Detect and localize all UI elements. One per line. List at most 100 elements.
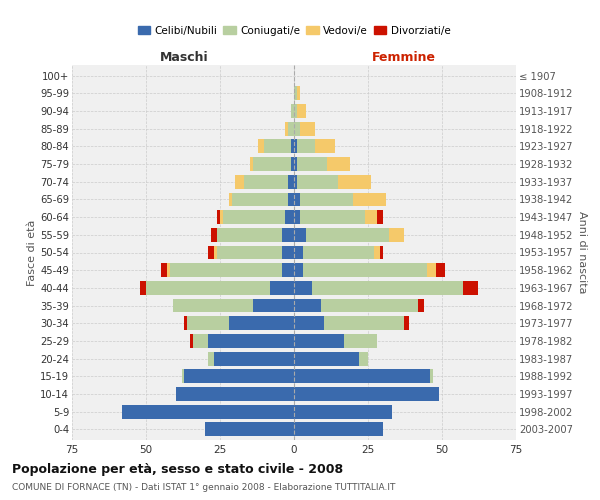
Bar	[184, 370, 294, 383]
Bar	[303, 246, 374, 260]
Text: COMUNE DI FORNACE (TN) - Dati ISTAT 1° gennaio 2008 - Elaborazione TUTTITALIA.IT: COMUNE DI FORNACE (TN) - Dati ISTAT 1° g…	[12, 482, 395, 492]
Bar	[244, 175, 288, 188]
Bar	[235, 175, 244, 188]
Bar	[223, 210, 285, 224]
Bar	[214, 246, 217, 260]
Bar	[359, 352, 368, 366]
Bar	[353, 192, 386, 206]
Bar	[374, 246, 380, 260]
Bar	[320, 298, 418, 312]
Bar	[297, 175, 338, 188]
Text: Popolazione per età, sesso e stato civile - 2008: Popolazione per età, sesso e stato civil…	[12, 462, 343, 475]
Bar	[253, 298, 294, 312]
Bar	[297, 86, 300, 100]
Bar	[271, 281, 294, 295]
Bar	[250, 157, 253, 171]
Bar	[285, 210, 294, 224]
Bar	[294, 140, 297, 153]
Bar	[377, 210, 383, 224]
Bar	[288, 192, 294, 206]
Bar	[300, 210, 365, 224]
Bar	[344, 334, 377, 348]
Bar	[294, 387, 439, 401]
Bar	[294, 104, 297, 118]
Bar	[146, 281, 271, 295]
Bar	[294, 422, 383, 436]
Text: Femmine: Femmine	[371, 51, 436, 64]
Bar	[294, 352, 359, 366]
Bar	[291, 157, 294, 171]
Bar	[217, 210, 220, 224]
Bar	[140, 281, 146, 295]
Bar	[294, 246, 303, 260]
Bar	[282, 246, 294, 260]
Bar	[182, 370, 184, 383]
Bar	[404, 316, 409, 330]
Bar	[170, 264, 282, 277]
Bar	[294, 334, 344, 348]
Bar	[418, 298, 424, 312]
Bar	[297, 104, 306, 118]
Bar	[285, 122, 288, 136]
Bar	[294, 281, 312, 295]
Bar	[176, 387, 294, 401]
Bar	[265, 140, 291, 153]
Bar	[380, 246, 383, 260]
Bar	[294, 405, 392, 418]
Bar	[208, 352, 214, 366]
Bar	[217, 246, 282, 260]
Bar	[294, 316, 323, 330]
Bar	[323, 316, 404, 330]
Bar	[205, 422, 294, 436]
Y-axis label: Anni di nascita: Anni di nascita	[577, 211, 587, 294]
Bar	[208, 334, 294, 348]
Bar	[430, 370, 433, 383]
Bar	[291, 140, 294, 153]
Bar	[294, 370, 430, 383]
Bar	[294, 86, 297, 100]
Bar	[294, 210, 300, 224]
Bar	[190, 334, 193, 348]
Bar	[427, 264, 436, 277]
Bar	[436, 264, 445, 277]
Bar	[217, 228, 282, 241]
Bar	[297, 157, 326, 171]
Y-axis label: Fasce di età: Fasce di età	[28, 220, 37, 286]
Legend: Celibi/Nubili, Coniugati/e, Vedovi/e, Divorziati/e: Celibi/Nubili, Coniugati/e, Vedovi/e, Di…	[133, 22, 455, 40]
Bar	[300, 192, 353, 206]
Bar	[315, 140, 335, 153]
Bar	[294, 175, 297, 188]
Bar	[282, 264, 294, 277]
Bar	[122, 405, 294, 418]
Bar	[326, 157, 350, 171]
Bar	[294, 298, 320, 312]
Bar	[294, 122, 300, 136]
Bar	[291, 104, 294, 118]
Bar	[306, 228, 389, 241]
Bar	[259, 140, 265, 153]
Bar	[365, 210, 377, 224]
Bar	[300, 122, 315, 136]
Bar	[253, 157, 291, 171]
Bar	[297, 140, 315, 153]
Bar	[288, 122, 294, 136]
Bar	[161, 264, 167, 277]
Bar	[294, 157, 297, 171]
Bar	[187, 316, 229, 330]
Bar	[303, 264, 427, 277]
Bar	[184, 316, 187, 330]
Bar	[282, 228, 294, 241]
Bar	[389, 228, 404, 241]
Bar	[208, 246, 214, 260]
Bar	[312, 281, 463, 295]
Bar	[229, 316, 294, 330]
Bar	[294, 192, 300, 206]
Bar	[463, 281, 478, 295]
Bar	[294, 228, 306, 241]
Bar	[173, 298, 253, 312]
Bar	[294, 264, 303, 277]
Bar	[193, 334, 208, 348]
Bar	[338, 175, 371, 188]
Bar	[232, 192, 288, 206]
Bar	[167, 264, 170, 277]
